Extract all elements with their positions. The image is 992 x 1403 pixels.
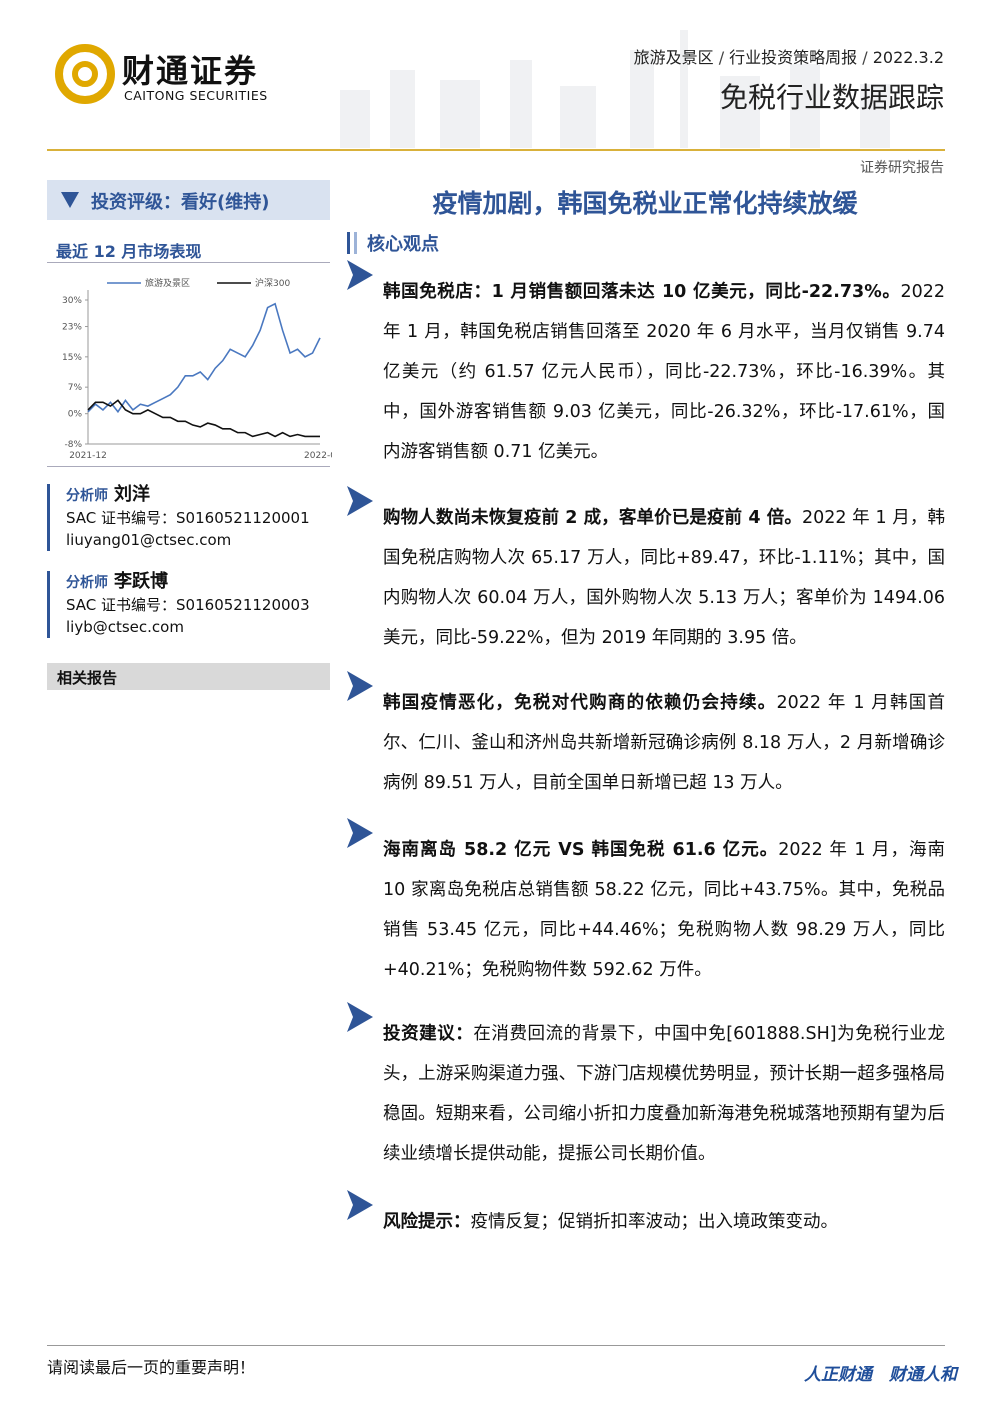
arrow-icon — [347, 818, 373, 848]
legend-label: 旅游及景区 — [145, 277, 190, 289]
disclaimer: 请阅读最后一页的重要声明！ — [47, 1358, 256, 1377]
point-lead: 海南离岛 58.2 亿元 VS 韩国免税 61.6 亿元。 — [383, 840, 779, 860]
sac: SAC 证书编号：S0160521120001 — [66, 509, 310, 527]
point-lead: 韩国疫情恶化，免税对代购商的依赖仍会持续。 — [383, 693, 777, 713]
breadcrumb: 旅游及景区行业投资策略周报2022.3.2 — [634, 44, 944, 68]
series-line — [87, 302, 321, 414]
slogan: 人正财通 财通人和 — [804, 1365, 957, 1385]
crumb: 2022.3.2 — [857, 48, 944, 67]
arrow-icon — [347, 671, 373, 701]
point-lead: 投资建议： — [383, 1024, 474, 1044]
key-point: 购物人数尚未恢复疫前 2 成，客单价已是疫前 4 倍。2022 年 1 月，韩国… — [345, 486, 945, 658]
point-body: 在消费回流的背景下，中国中免[601888.SH]为免税行业龙头，上游采购渠道力… — [383, 1024, 945, 1164]
key-point: 韩国疫情恶化，免税对代购商的依赖仍会持续。2022 年 1 月韩国首尔、仁川、釜… — [345, 671, 946, 803]
y-tick-label: 7% — [68, 383, 83, 393]
chart: 30% 23% 15% 7% 0% -8%2021-12 2022-0 旅游及景区 沪深300 — [62, 277, 332, 461]
logo-mark — [55, 44, 115, 104]
perf-title: 最近 12 月市场表现 — [56, 242, 202, 261]
point-body: 2022 年 1 月，韩国免税店销售回落至 2020 年 6 月水平，当月仅销售… — [383, 282, 945, 462]
email: liuyang01@ctsec.com — [66, 531, 232, 549]
analyst-name: 刘洋 — [114, 484, 150, 505]
analyst: 分析师 刘洋 SAC 证书编号：S0160521120001 liuyang01@ct… — [47, 484, 330, 551]
divider — [47, 262, 330, 263]
y-tick-label: -8% — [64, 440, 82, 450]
y-tick-label: 15% — [62, 353, 82, 363]
logo-en: CAITONG SECURITIES — [124, 88, 268, 103]
point-body: 2022 年 1 月，韩国免税店购物人次 65.17 万人，同比+89.47，环… — [383, 508, 945, 648]
analyst: 分析师 李跃博 SAC 证书编号：S0160521120003 liyb@ctsec.… — [47, 571, 330, 638]
crumb: 行业投资策略周报 — [714, 48, 858, 67]
sac: SAC 证书编号：S0160521120003 — [66, 596, 310, 614]
related-reports: 相关报告 — [47, 663, 330, 690]
rating: 投资评级：看好(维持) — [47, 180, 330, 220]
arrow-icon — [347, 486, 373, 516]
label: 分析师 — [66, 488, 108, 504]
key-point: 风险提示：疫情反复；促销折扣率波动；出入境政策变动。 — [345, 1190, 945, 1242]
series-line — [87, 399, 320, 438]
divider — [47, 149, 945, 151]
arrow-icon — [347, 260, 373, 290]
icon — [61, 192, 79, 208]
y-tick-label: 0% — [68, 410, 83, 420]
section-title: 核心观点 — [345, 230, 439, 256]
y-tick-label: 23% — [62, 323, 82, 333]
key-point: 韩国免税店：1 月销售额回落未达 10 亿美元，同比-22.73%。2022 年… — [345, 260, 945, 472]
arrow-icon — [347, 1190, 373, 1220]
key-point: 投资建议：在消费回流的背景下，中国中免[601888.SH]为免税行业龙头，上游… — [345, 1002, 945, 1174]
divider — [47, 466, 330, 467]
report-type: 证券研究报告 — [860, 160, 944, 176]
subtitle: 免税行业数据跟踪 — [719, 81, 944, 114]
point-body: 2022 年 1 月韩国首尔、仁川、釜山和济州岛共新增新冠确诊病例 8.18 万… — [383, 693, 946, 793]
analyst-name: 李跃博 — [114, 571, 168, 592]
divider — [47, 1345, 945, 1346]
key-point: 海南离岛 58.2 亿元 VS 韩国免税 61.6 亿元。2022 年 1 月，… — [345, 818, 945, 990]
point-body: 疫情反复；促销折扣率波动；出入境政策变动。 — [470, 1212, 839, 1232]
main-title: 疫情加剧，韩国免税业正常化持续放缓 — [432, 189, 858, 218]
email: liyb@ctsec.com — [66, 618, 184, 636]
rating-text: 投资评级：看好(维持) — [91, 192, 270, 213]
arrow-icon — [347, 1002, 373, 1032]
crumb: 旅游及景区 — [633, 48, 714, 67]
skyline — [340, 30, 890, 148]
x-tick-label: 2022-0 — [304, 451, 332, 461]
point-lead: 韩国免税店：1 月销售额回落未达 10 亿美元，同比-22.73%。 — [383, 282, 901, 302]
label: 分析师 — [66, 575, 108, 591]
legend-label: 沪深300 — [255, 277, 290, 289]
y-tick-label: 30% — [62, 296, 82, 306]
x-tick-label: 2021-12 — [69, 451, 107, 461]
point-lead: 购物人数尚未恢复疫前 2 成，客单价已是疫前 4 倍。 — [383, 508, 802, 528]
logo-cn: 财通证券 — [122, 52, 259, 90]
point-body: 2022 年 1 月，海南 10 家离岛免税店总销售额 58.22 亿元，同比+… — [383, 840, 945, 980]
point-lead: 风险提示： — [383, 1212, 471, 1232]
